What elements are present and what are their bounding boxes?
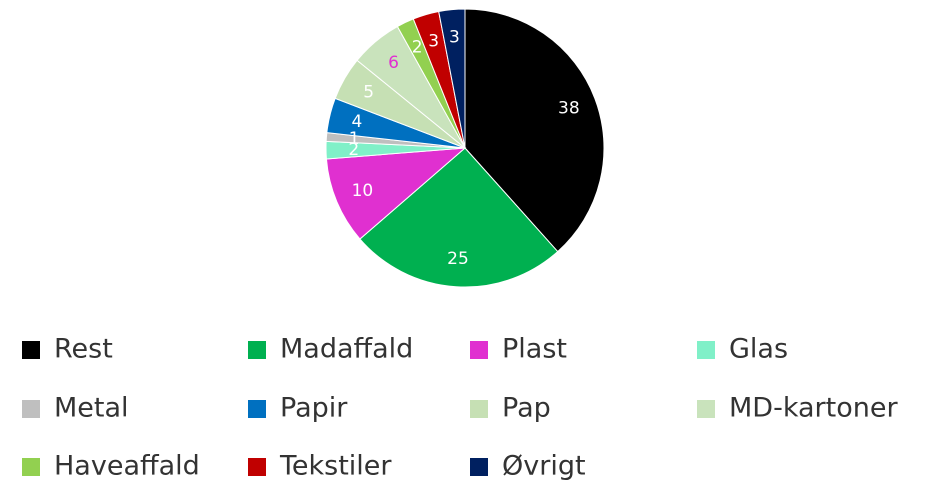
- legend-swatch: [697, 341, 715, 359]
- legend-swatch: [470, 341, 488, 359]
- legend-label: Tekstiler: [279, 451, 392, 482]
- legend-swatch: [22, 400, 40, 418]
- data-label: 3: [428, 31, 439, 51]
- data-label: 25: [447, 249, 469, 269]
- legend-swatch: [697, 400, 715, 418]
- pie-slice: [359, 147, 559, 288]
- legend-label: Madaffald: [280, 334, 413, 365]
- legend-label: MD-kartoner: [729, 393, 898, 424]
- data-label: 1: [349, 129, 360, 149]
- data-label: 5: [363, 82, 374, 102]
- legend-label: Pap: [502, 393, 551, 424]
- legend-label: Haveaffald: [54, 451, 200, 482]
- legend-swatch: [470, 458, 488, 476]
- data-label: 3: [449, 27, 460, 47]
- pie-slice: [438, 8, 466, 149]
- legend-swatch: [22, 341, 40, 359]
- legend-label: Plast: [502, 334, 567, 365]
- data-label: 6: [388, 53, 399, 73]
- legend-swatch: [470, 400, 488, 418]
- data-label: 2: [348, 140, 359, 160]
- legend-label: Rest: [54, 334, 113, 365]
- legend-label: Øvrigt: [502, 451, 586, 482]
- legend-label: Glas: [729, 334, 788, 365]
- data-label: 10: [352, 181, 374, 201]
- data-label: 2: [412, 38, 423, 58]
- pie-slice: [325, 147, 467, 240]
- legend-swatch: [22, 458, 40, 476]
- legend-swatch: [248, 400, 266, 418]
- data-label: 38: [558, 98, 580, 118]
- legend-label: Metal: [54, 393, 129, 424]
- pie-slice: [464, 8, 605, 253]
- legend-swatch: [248, 458, 266, 476]
- legend-swatch: [248, 341, 266, 359]
- legend-label: Papir: [280, 393, 348, 424]
- data-label: 4: [352, 112, 363, 132]
